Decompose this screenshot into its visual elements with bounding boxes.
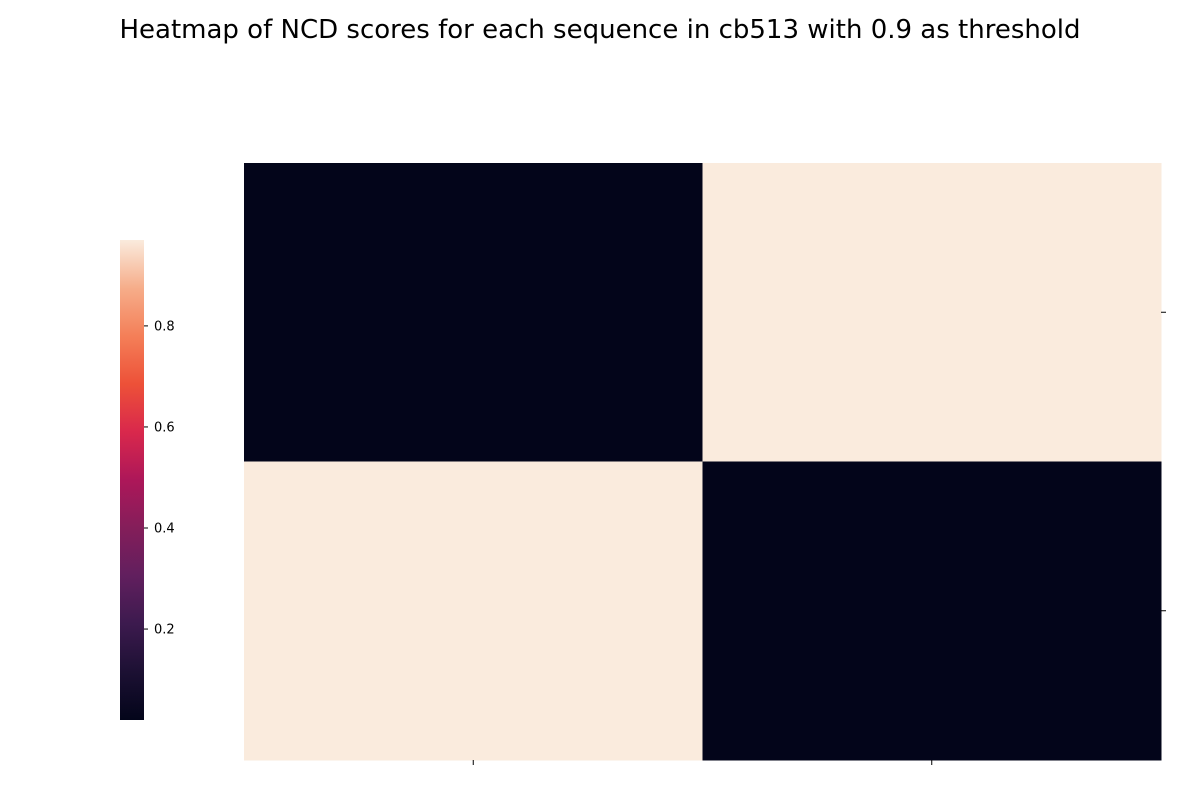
heatmap-cell-0-0 (244, 163, 703, 462)
colorbar-tick-label-0: 0.2 (154, 623, 175, 638)
chart-title: Heatmap of NCD scores for each sequence … (119, 15, 1080, 45)
heatmap-cell-0-1 (702, 163, 1162, 462)
colorbar-tick-label-2: 0.6 (154, 420, 175, 435)
heatmap-cell-1-1 (702, 461, 1162, 761)
heatmap-ticks (472, 311, 1166, 765)
colorbar-tick-label-3: 0.8 (154, 319, 175, 334)
heatmap-cell-1-0 (244, 461, 703, 761)
colorbar-tick-label-1: 0.4 (154, 522, 175, 537)
colorbar (120, 240, 144, 720)
heatmap-cells (244, 163, 1162, 761)
colorbar-ticks: 0.2 0.4 0.6 0.8 (144, 319, 175, 638)
